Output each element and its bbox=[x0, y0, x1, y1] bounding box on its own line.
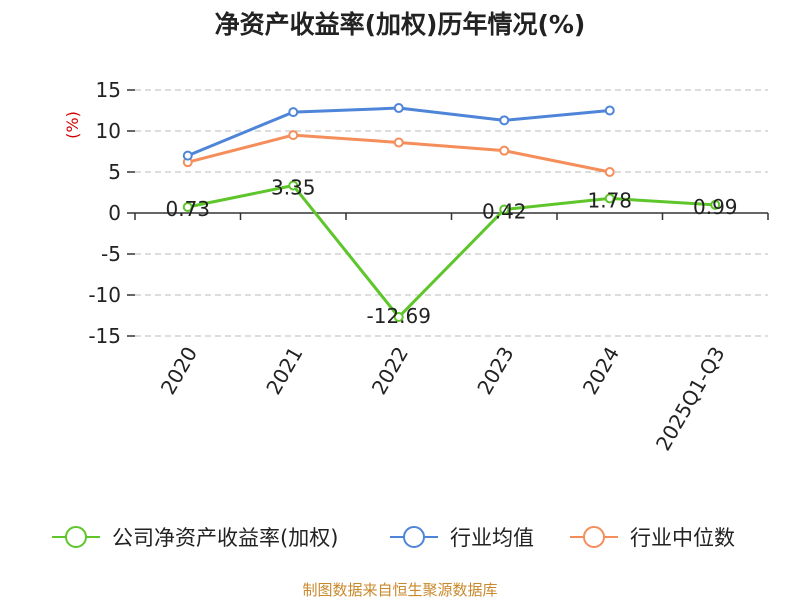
data-point bbox=[604, 193, 615, 204]
legend-label: 公司净资产收益率(加权) bbox=[112, 526, 338, 550]
chart-title: 净资产收益率(加权)历年情况(%) bbox=[215, 10, 586, 39]
x-tick-label: 2020 bbox=[156, 343, 202, 399]
data-point bbox=[393, 137, 404, 148]
data-label: 3.35 bbox=[271, 176, 316, 200]
data-label: 0.99 bbox=[693, 195, 738, 219]
x-tick-label: 2024 bbox=[578, 343, 624, 399]
data-point bbox=[499, 204, 510, 215]
y-tick-label: 0 bbox=[108, 201, 121, 225]
data-label: 1.78 bbox=[587, 188, 632, 212]
data-label: 0.42 bbox=[482, 200, 527, 224]
y-tick-label: -10 bbox=[88, 283, 121, 307]
data-point bbox=[604, 167, 615, 177]
x-tick-label: 2021 bbox=[261, 343, 307, 399]
data-point bbox=[182, 150, 193, 161]
y-tick-label: 15 bbox=[96, 78, 121, 102]
data-point bbox=[393, 103, 404, 114]
x-tick-label: 2023 bbox=[472, 343, 518, 399]
data-label: 0.73 bbox=[165, 197, 210, 221]
legend-swatch-marker bbox=[65, 526, 87, 548]
y-tick-label: -15 bbox=[88, 324, 121, 348]
data-point bbox=[182, 202, 193, 213]
x-tick-label: 2025Q1-Q3 bbox=[651, 343, 730, 455]
series-line bbox=[187, 184, 716, 319]
legend-label: 行业中位数 bbox=[630, 526, 735, 550]
source-note: 制图数据来自恒生聚源数据库 bbox=[302, 581, 497, 599]
data-point bbox=[288, 180, 299, 191]
y-tick-label: 10 bbox=[96, 119, 121, 143]
legend-label: 行业均值 bbox=[450, 526, 534, 550]
y-axis-label: (%) bbox=[63, 111, 82, 139]
y-tick-label: 5 bbox=[108, 160, 121, 184]
x-tick-label: 2022 bbox=[367, 343, 413, 399]
data-point bbox=[710, 199, 721, 210]
data-point bbox=[288, 107, 299, 118]
legend-swatch-marker bbox=[583, 526, 605, 548]
legend-swatch-marker bbox=[403, 526, 425, 548]
y-tick-label: -5 bbox=[101, 242, 121, 266]
data-label: -12.69 bbox=[367, 304, 431, 328]
data-point bbox=[604, 105, 615, 116]
series-line bbox=[187, 106, 610, 157]
data-point bbox=[499, 115, 510, 126]
data-point bbox=[288, 130, 299, 141]
data-point bbox=[499, 145, 510, 156]
data-point bbox=[393, 312, 404, 323]
